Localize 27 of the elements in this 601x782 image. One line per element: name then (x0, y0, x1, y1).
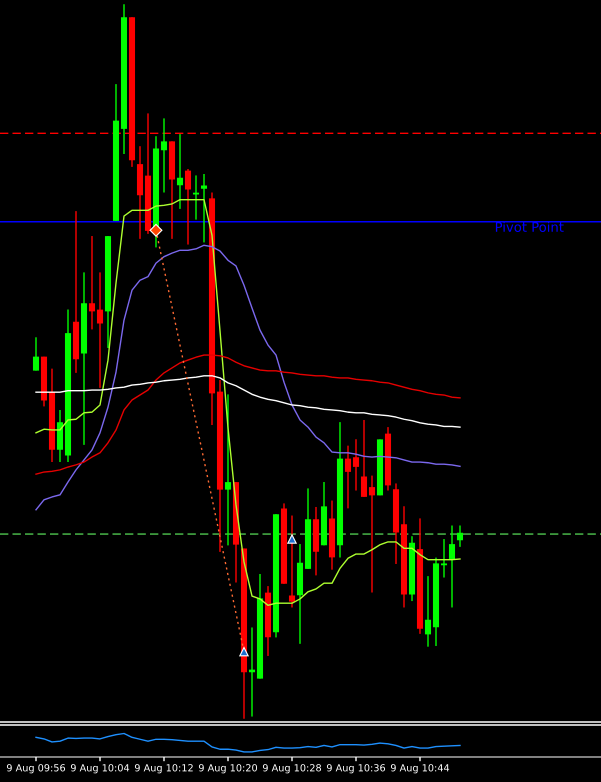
candlestick (448, 526, 456, 608)
candlestick (368, 476, 376, 592)
ref-line-label: Pivot Point (496, 222, 564, 232)
candlestick (200, 174, 208, 242)
x-tick-label: 9 Aug 10:44 (390, 764, 450, 774)
candlestick (224, 394, 232, 546)
candlestick (32, 337, 40, 371)
candlestick (96, 272, 104, 388)
candlestick (344, 446, 352, 508)
x-tick-label: 9 Aug 09:56 (6, 764, 66, 774)
candlestick (288, 516, 296, 608)
x-tick-label: 9 Aug 10:12 (134, 764, 193, 774)
x-tick-label: 9 Aug 10:28 (262, 764, 322, 774)
candlestick (456, 526, 464, 547)
candlestick (248, 627, 256, 717)
candlestick (352, 439, 360, 491)
candlestick (360, 420, 368, 497)
x-tick-label: 9 Aug 10:04 (70, 764, 130, 774)
candlestick (192, 175, 200, 220)
candlestick (184, 169, 192, 245)
candlestick (440, 539, 448, 578)
candlestick (88, 236, 96, 330)
x-tick-label: 9 Aug 10:36 (326, 764, 386, 774)
candlestick (176, 134, 184, 209)
candlestick (160, 118, 168, 192)
x-tick-label: 9 Aug 10:20 (198, 764, 258, 774)
candlestick (424, 576, 432, 647)
